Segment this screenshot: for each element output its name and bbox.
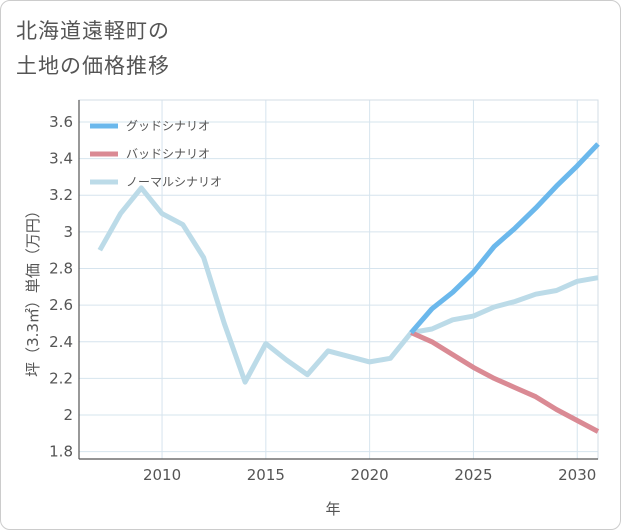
legend-label: バッドシナリオ	[126, 147, 210, 161]
series-line-2	[97, 185, 599, 385]
y-tick-label: 3	[63, 223, 73, 241]
y-tick-labels: 1.8 2 2.2 2.4 2.6 2.8 3 3.2 3.4 3.6	[49, 113, 73, 461]
legend-label: グッドシナリオ	[126, 119, 210, 133]
y-tick-label: 2.6	[49, 296, 73, 314]
chart-title-line-1: 北海道遠軽町の	[16, 19, 170, 43]
y-tick-label: 3.2	[49, 186, 73, 204]
x-tick-label: 2020	[351, 466, 389, 484]
x-tick-labels: 2010 2015 2020 2025 2030	[143, 466, 596, 484]
y-tick-label: 2	[63, 406, 73, 424]
grid-lines	[79, 100, 598, 459]
series-lines	[97, 142, 600, 434]
y-axis-title: 坪（3.3㎡）単価（万円）	[24, 203, 42, 377]
y-tick-label: 3.4	[49, 150, 73, 168]
y-tick-label: 2.8	[49, 260, 73, 278]
y-tick-label: 2.2	[49, 369, 73, 387]
x-tick-label: 2015	[247, 466, 285, 484]
x-tick-label: 2030	[558, 466, 596, 484]
x-tick-label: 2025	[454, 466, 492, 484]
y-tick-label: 3.6	[49, 113, 73, 131]
y-tick-label: 1.8	[49, 443, 73, 461]
chart-title: 北海道遠軽町の 土地の価格推移	[16, 14, 170, 84]
chart-title-line-2: 土地の価格推移	[16, 54, 170, 78]
x-tick-label: 2010	[143, 466, 181, 484]
y-tick-label: 2.4	[49, 333, 73, 351]
x-axis-title: 年	[325, 500, 340, 518]
legend-label: ノーマルシナリオ	[126, 175, 222, 189]
series-line-0	[409, 142, 600, 335]
series-line-1	[410, 330, 600, 434]
